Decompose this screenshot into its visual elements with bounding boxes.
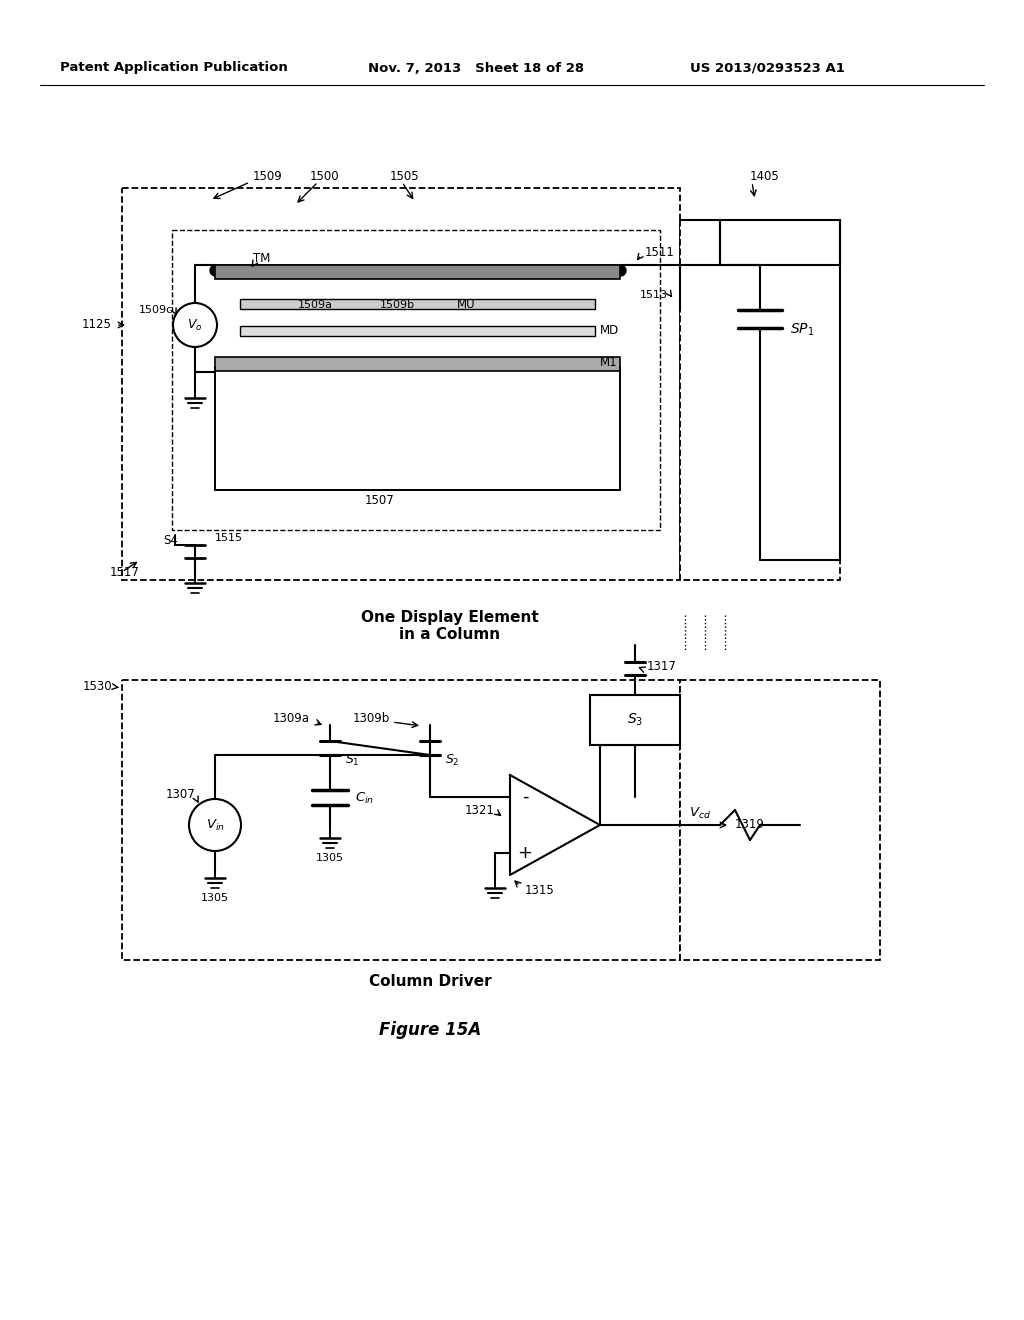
- Circle shape: [189, 799, 241, 851]
- Circle shape: [173, 304, 217, 347]
- Text: $S_3$: $S_3$: [627, 711, 643, 729]
- Text: $V_{cd}$: $V_{cd}$: [689, 805, 711, 821]
- Text: 1509b: 1509b: [380, 300, 415, 310]
- Text: $V_{in}$: $V_{in}$: [206, 817, 224, 833]
- Text: +: +: [517, 843, 532, 862]
- Text: 1507: 1507: [366, 494, 395, 507]
- Bar: [122, 680, 680, 960]
- Text: 1405: 1405: [750, 169, 779, 182]
- Text: 1509c: 1509c: [138, 305, 173, 315]
- Text: 1509: 1509: [253, 169, 283, 182]
- Bar: [590, 696, 680, 744]
- Text: MU: MU: [457, 298, 475, 312]
- Text: 1530: 1530: [82, 680, 112, 693]
- Text: TM: TM: [253, 252, 270, 264]
- Bar: [215, 265, 620, 279]
- Text: 1317: 1317: [647, 660, 677, 673]
- Bar: [240, 326, 595, 337]
- Bar: [122, 187, 680, 579]
- Text: 1309b: 1309b: [352, 711, 390, 725]
- Text: Nov. 7, 2013   Sheet 18 of 28: Nov. 7, 2013 Sheet 18 of 28: [368, 62, 584, 74]
- Bar: [680, 680, 880, 960]
- Text: 1517: 1517: [110, 565, 140, 578]
- Text: 1309a: 1309a: [273, 711, 310, 725]
- Bar: [680, 220, 840, 579]
- Text: 1319: 1319: [735, 818, 765, 832]
- Bar: [240, 300, 595, 309]
- Text: $S_2$: $S_2$: [445, 752, 460, 767]
- Text: -: -: [522, 788, 528, 807]
- Text: M1: M1: [600, 356, 617, 370]
- Text: 1509a: 1509a: [298, 300, 333, 310]
- Text: S4: S4: [163, 535, 178, 548]
- Text: US 2013/0293523 A1: US 2013/0293523 A1: [690, 62, 845, 74]
- Text: $SP_1$: $SP_1$: [790, 322, 814, 338]
- Bar: [172, 230, 660, 531]
- Text: Figure 15A: Figure 15A: [379, 1020, 481, 1039]
- Text: 1513: 1513: [640, 290, 668, 300]
- Text: $C_{in}$: $C_{in}$: [355, 791, 374, 805]
- Text: 1125: 1125: [82, 318, 112, 331]
- Text: Column Driver: Column Driver: [369, 974, 492, 990]
- Text: MD: MD: [600, 323, 620, 337]
- Bar: [215, 356, 620, 371]
- Text: $S_1$: $S_1$: [345, 752, 359, 767]
- Text: 1505: 1505: [390, 169, 420, 182]
- Text: 1500: 1500: [310, 169, 340, 182]
- Text: 1321: 1321: [465, 804, 495, 817]
- Text: 1511: 1511: [645, 247, 675, 260]
- Text: 1515: 1515: [215, 533, 243, 543]
- Text: 1315: 1315: [525, 883, 555, 896]
- Text: One Display Element
in a Column: One Display Element in a Column: [361, 610, 539, 643]
- Text: Patent Application Publication: Patent Application Publication: [60, 62, 288, 74]
- Text: 1305: 1305: [201, 894, 229, 903]
- Text: 1307: 1307: [165, 788, 195, 801]
- Text: 1305: 1305: [316, 853, 344, 863]
- Text: $V_o$: $V_o$: [187, 317, 203, 333]
- Polygon shape: [510, 775, 600, 875]
